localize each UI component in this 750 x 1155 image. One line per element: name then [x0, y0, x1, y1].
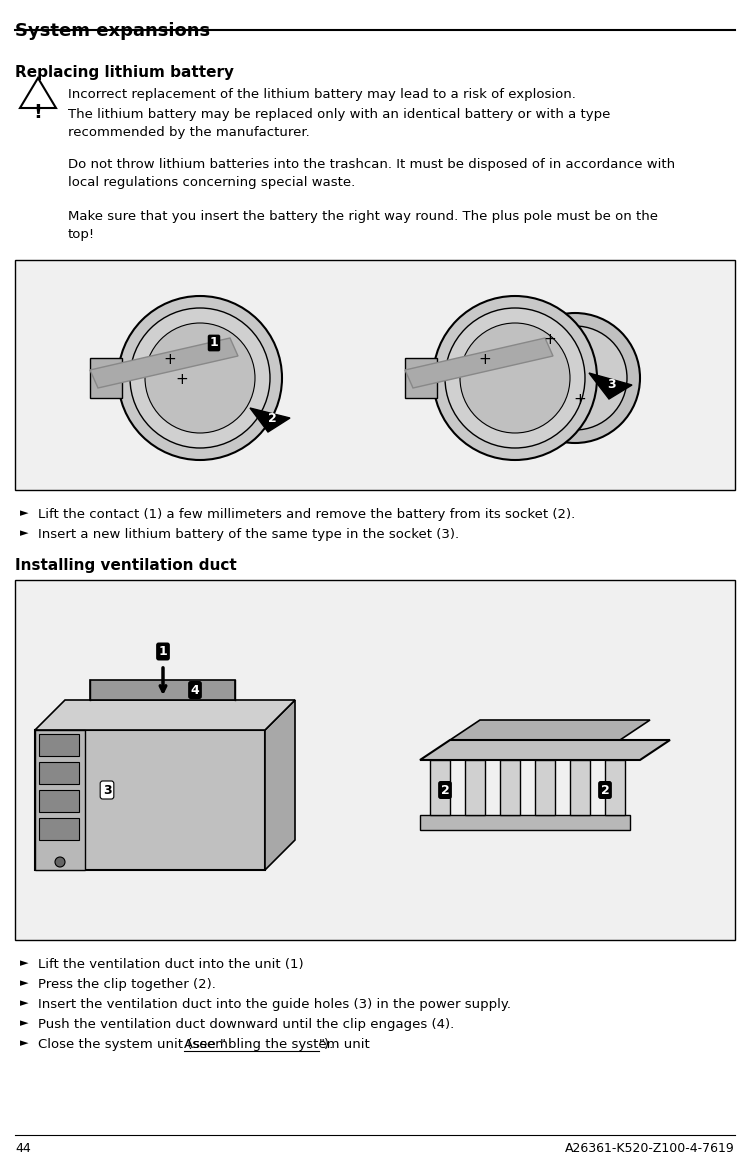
Text: A26361-K520-Z100-4-7619: A26361-K520-Z100-4-7619 — [566, 1142, 735, 1155]
Text: Close the system unit (see ": Close the system unit (see " — [38, 1038, 226, 1051]
Text: Insert the ventilation duct into the guide holes (3) in the power supply.: Insert the ventilation duct into the gui… — [38, 998, 511, 1011]
Polygon shape — [265, 700, 295, 870]
Circle shape — [510, 313, 640, 444]
Text: !: ! — [34, 103, 43, 122]
Text: Push the ventilation duct downward until the clip engages (4).: Push the ventilation duct downward until… — [38, 1018, 454, 1031]
Text: 1: 1 — [209, 336, 218, 350]
Polygon shape — [570, 760, 590, 815]
Text: Incorrect replacement of the lithium battery may lead to a risk of explosion.: Incorrect replacement of the lithium bat… — [68, 88, 576, 100]
FancyBboxPatch shape — [15, 580, 735, 940]
Polygon shape — [35, 700, 295, 730]
Polygon shape — [90, 680, 235, 700]
Text: +: + — [164, 352, 176, 367]
Text: 44: 44 — [15, 1142, 31, 1155]
FancyBboxPatch shape — [39, 762, 79, 784]
Text: ►: ► — [20, 508, 28, 517]
Polygon shape — [405, 338, 553, 388]
Text: ►: ► — [20, 1018, 28, 1028]
Text: ►: ► — [20, 1038, 28, 1048]
Text: 3: 3 — [103, 783, 111, 797]
Text: ►: ► — [20, 528, 28, 538]
Text: ").: "). — [319, 1038, 334, 1051]
Polygon shape — [535, 760, 555, 815]
Polygon shape — [500, 760, 520, 815]
Text: Insert a new lithium battery of the same type in the socket (3).: Insert a new lithium battery of the same… — [38, 528, 459, 541]
Polygon shape — [90, 338, 238, 388]
Text: 4: 4 — [190, 684, 200, 696]
Polygon shape — [430, 760, 450, 815]
Text: 2: 2 — [601, 783, 609, 797]
Text: ►: ► — [20, 957, 28, 968]
Text: +: + — [574, 393, 586, 408]
Text: The lithium battery may be replaced only with an identical battery or with a typ: The lithium battery may be replaced only… — [68, 109, 610, 139]
Text: System expansions: System expansions — [15, 22, 210, 40]
Text: +: + — [478, 352, 491, 367]
Text: Replacing lithium battery: Replacing lithium battery — [15, 65, 234, 80]
Polygon shape — [465, 760, 485, 815]
Polygon shape — [605, 760, 625, 815]
Polygon shape — [405, 358, 437, 398]
Text: ►: ► — [20, 978, 28, 988]
FancyBboxPatch shape — [39, 733, 79, 757]
Text: Make sure that you insert the battery the right way round. The plus pole must be: Make sure that you insert the battery th… — [68, 210, 658, 241]
Circle shape — [433, 296, 597, 460]
Circle shape — [130, 308, 270, 448]
Text: Lift the contact (1) a few millimeters and remove the battery from its socket (2: Lift the contact (1) a few millimeters a… — [38, 508, 575, 521]
Text: +: + — [176, 373, 188, 387]
Circle shape — [445, 308, 585, 448]
Polygon shape — [450, 720, 650, 740]
FancyBboxPatch shape — [39, 790, 79, 812]
Polygon shape — [35, 730, 265, 870]
Text: Lift the ventilation duct into the unit (1): Lift the ventilation duct into the unit … — [38, 957, 304, 971]
Text: 1: 1 — [159, 644, 167, 658]
Circle shape — [523, 326, 627, 430]
Text: +: + — [544, 333, 556, 348]
Text: 3: 3 — [608, 378, 616, 390]
Polygon shape — [35, 730, 85, 870]
Polygon shape — [90, 358, 122, 398]
Circle shape — [55, 857, 65, 867]
Text: 2: 2 — [268, 411, 276, 425]
FancyBboxPatch shape — [15, 260, 735, 490]
Text: Press the clip together (2).: Press the clip together (2). — [38, 978, 216, 991]
Text: Installing ventilation duct: Installing ventilation duct — [15, 558, 237, 573]
Text: Assembling the system unit: Assembling the system unit — [184, 1038, 369, 1051]
Polygon shape — [589, 373, 632, 398]
Circle shape — [118, 296, 282, 460]
Polygon shape — [420, 815, 630, 830]
Text: ►: ► — [20, 998, 28, 1008]
Text: Do not throw lithium batteries into the trashcan. It must be disposed of in acco: Do not throw lithium batteries into the … — [68, 158, 675, 189]
Circle shape — [460, 323, 570, 433]
FancyBboxPatch shape — [39, 818, 79, 840]
Polygon shape — [250, 408, 290, 432]
Circle shape — [145, 323, 255, 433]
Polygon shape — [420, 740, 670, 760]
Text: 2: 2 — [441, 783, 449, 797]
